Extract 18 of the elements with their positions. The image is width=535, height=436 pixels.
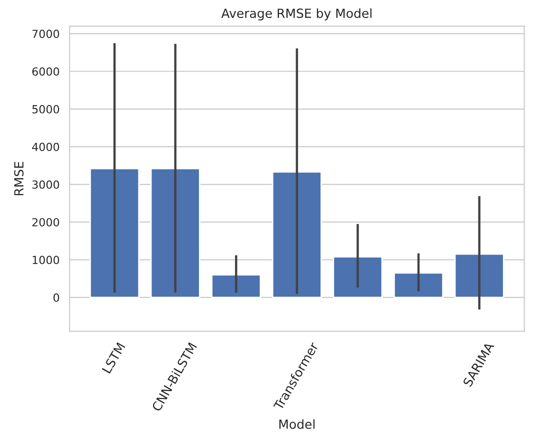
x-axis-title: Model	[279, 419, 315, 429]
y-tick-label: 7000	[32, 30, 60, 38]
bar	[150, 168, 200, 298]
y-tick-label: 1000	[32, 256, 60, 264]
y-tick-label: 0	[53, 293, 60, 302]
y-tick-label: 4000	[32, 142, 60, 152]
bar	[272, 171, 322, 298]
chart-title: Average RMSE by Model	[221, 8, 372, 20]
y-tick-label: 3000	[32, 180, 60, 189]
y-axis-title: RMSE	[14, 162, 24, 196]
bar	[211, 274, 262, 298]
bar	[454, 253, 504, 298]
y-tick-label: 5000	[32, 105, 60, 114]
bar	[394, 272, 444, 298]
bar	[332, 256, 383, 298]
bar	[90, 168, 140, 298]
y-tick-label: 6000	[32, 67, 60, 76]
y-tick-label: 2000	[32, 218, 60, 226]
